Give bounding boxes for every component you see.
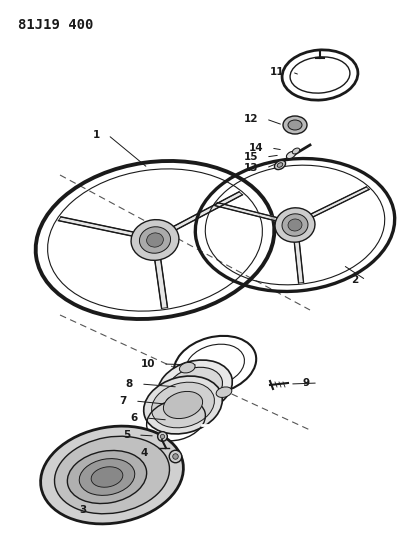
Text: 9: 9 [303, 378, 310, 388]
Ellipse shape [277, 163, 283, 167]
Ellipse shape [166, 396, 182, 406]
Text: 5: 5 [123, 430, 130, 440]
Ellipse shape [55, 436, 170, 514]
Ellipse shape [275, 208, 315, 242]
Ellipse shape [152, 382, 215, 428]
Polygon shape [293, 233, 303, 283]
Text: 6: 6 [131, 413, 138, 423]
Text: 3: 3 [80, 505, 87, 515]
Ellipse shape [131, 220, 179, 260]
Ellipse shape [292, 148, 300, 154]
Text: 10: 10 [141, 359, 155, 369]
Ellipse shape [163, 391, 203, 418]
Ellipse shape [79, 458, 135, 495]
Ellipse shape [179, 362, 195, 373]
Ellipse shape [282, 214, 308, 236]
Polygon shape [163, 192, 242, 235]
Ellipse shape [216, 387, 232, 398]
Text: 81J19 400: 81J19 400 [18, 18, 93, 32]
Polygon shape [59, 217, 145, 238]
Text: 7: 7 [120, 396, 127, 406]
Text: 4: 4 [141, 448, 148, 458]
Polygon shape [302, 187, 369, 221]
Text: 15: 15 [244, 152, 258, 162]
Ellipse shape [41, 426, 183, 524]
Ellipse shape [91, 467, 123, 487]
Ellipse shape [139, 227, 170, 253]
Polygon shape [154, 249, 168, 309]
Text: 12: 12 [244, 114, 258, 124]
Ellipse shape [168, 367, 223, 407]
Text: 14: 14 [248, 143, 263, 153]
Text: 1: 1 [93, 130, 100, 140]
Ellipse shape [274, 160, 286, 169]
Polygon shape [215, 203, 287, 223]
Ellipse shape [144, 376, 222, 434]
Text: 8: 8 [126, 379, 133, 389]
Ellipse shape [288, 219, 302, 231]
Ellipse shape [288, 120, 302, 130]
Ellipse shape [286, 151, 296, 159]
Text: 2: 2 [351, 275, 358, 285]
Ellipse shape [158, 360, 232, 414]
Ellipse shape [147, 233, 163, 247]
Text: 13: 13 [244, 163, 258, 173]
Ellipse shape [283, 116, 307, 134]
Text: 11: 11 [269, 67, 284, 77]
Ellipse shape [67, 450, 147, 504]
